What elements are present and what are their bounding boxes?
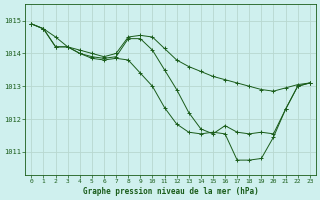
X-axis label: Graphe pression niveau de la mer (hPa): Graphe pression niveau de la mer (hPa) — [83, 187, 259, 196]
